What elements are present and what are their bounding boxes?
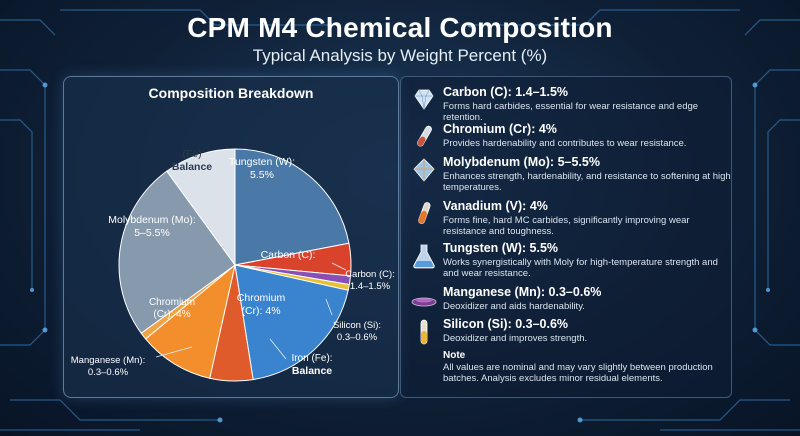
label-chromium-orange-name: Chromium xyxy=(149,297,195,308)
dish-icon xyxy=(411,297,437,307)
element-name: Chromium (Cr): 4% xyxy=(443,122,557,136)
pie-slice-molybdenum-mo-8 xyxy=(118,170,236,334)
vial-icon xyxy=(420,319,428,345)
pie-slice-tungsten-w-0 xyxy=(234,148,350,266)
label-manganese-value: 0.3–0.6% xyxy=(88,367,129,378)
note-text: All values are nominal and may vary slig… xyxy=(443,362,713,384)
page-subtitle: Typical Analysis by Weight Percent (%) xyxy=(252,46,548,65)
element-description: Forms fine, hard MC carbides, significan… xyxy=(443,215,690,237)
label-carbon-inner: Carbon (C): xyxy=(261,249,316,261)
label-molybdenum-value: 5–5.5% xyxy=(134,227,170,239)
label-tungsten-value: 5.5% xyxy=(250,169,274,181)
composition-pie-panel: Composition Breakdown Tungsten (W): 5.5%… xyxy=(63,76,399,398)
element-description: Works synergistically with Moly for high… xyxy=(443,257,718,279)
label-chromium-orange-value: (Cr): 4% xyxy=(153,309,190,320)
label-silicon-value: 0.3–0.6% xyxy=(337,332,378,343)
label-chromium-blue-value: (Cr): 4% xyxy=(241,305,280,317)
label-fe-value: Balance xyxy=(172,161,212,173)
element-name: Tungsten (W): 5.5% xyxy=(443,241,559,255)
element-name: Silicon (Si): 0.3–0.6% xyxy=(443,317,569,331)
element-details-panel: Carbon (C): 1.4–1.5% Forms hard carbides… xyxy=(400,76,732,398)
note-title: Note xyxy=(443,350,466,361)
diamond-icon xyxy=(414,89,434,110)
pie-chart-title: Composition Breakdown xyxy=(148,85,314,101)
test-tube-icon xyxy=(418,202,431,224)
element-name: Molybdenum (Mo): 5–5.5% xyxy=(443,155,600,169)
test-tube-icon xyxy=(417,125,432,147)
element-name: Vanadium (V): 4% xyxy=(443,199,548,213)
flask-icon xyxy=(413,244,435,269)
element-description: Forms hard carbides, essential for wear … xyxy=(443,101,699,123)
pie-slice--fe-9 xyxy=(166,148,236,267)
label-molybdenum-name: Molybdenum (Mo): xyxy=(108,214,196,226)
pie-slice-chromium-cr-6 xyxy=(144,263,236,379)
element-description: Deoxidizer and improves strength. xyxy=(443,333,588,344)
crystal-icon xyxy=(413,158,435,182)
element-description: Deoxidizer and aids hardenability. xyxy=(443,301,585,312)
label-manganese-name: Manganese (Mn): xyxy=(71,355,145,366)
label-carbon-outer-name: Carbon (C): xyxy=(345,269,395,280)
element-description: Provides hardenability and contributes t… xyxy=(443,138,687,149)
page-title: CPM M4 Chemical Composition xyxy=(187,12,613,43)
label-iron-name: Iron (Fe): xyxy=(291,353,332,364)
label-chromium-blue-name: Chromium xyxy=(237,292,286,304)
composition-pie-chart: Tungsten (W): 5.5% Carbon (C): Carbon (C… xyxy=(71,148,395,382)
label-iron-value: Balance xyxy=(292,365,332,377)
pie-slice-chromium-cr-4 xyxy=(234,264,349,381)
element-description: Enhances strength, hardenability, and re… xyxy=(443,171,731,193)
label-tungsten-name: Tungsten (W): xyxy=(229,156,295,168)
element-name: Carbon (C): 1.4–1.5% xyxy=(443,85,569,99)
label-fe-name: (Fe) xyxy=(182,148,201,160)
label-silicon-name: Silicon (Si): xyxy=(333,320,381,331)
label-carbon-outer-value: 1.4–1.5% xyxy=(350,281,391,292)
element-name: Manganese (Mn): 0.3–0.6% xyxy=(443,285,602,299)
